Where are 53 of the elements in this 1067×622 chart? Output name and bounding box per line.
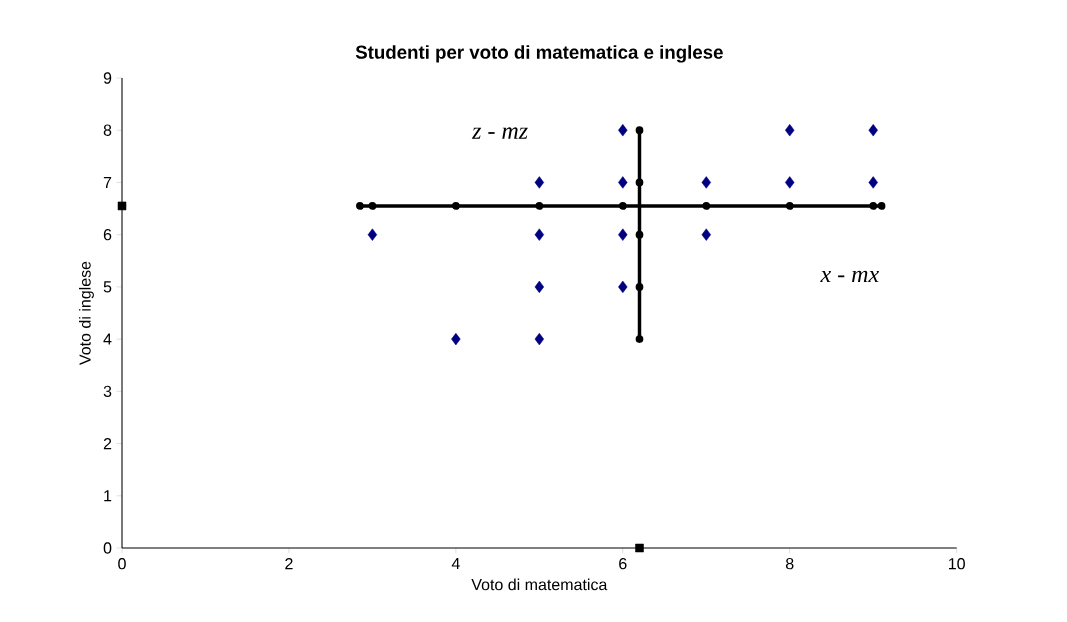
point bbox=[356, 202, 364, 210]
x-tick-label: 4 bbox=[451, 558, 460, 570]
point bbox=[451, 332, 461, 346]
point bbox=[785, 124, 795, 137]
point bbox=[117, 201, 127, 211]
point bbox=[618, 228, 628, 241]
point bbox=[618, 280, 628, 294]
point bbox=[534, 228, 545, 241]
point bbox=[701, 228, 711, 241]
point bbox=[701, 176, 711, 189]
y-tick-label: 6 bbox=[103, 229, 112, 241]
x-tick-label: 0 bbox=[118, 558, 126, 570]
point bbox=[618, 124, 628, 137]
x-tick-label: 8 bbox=[785, 558, 794, 570]
point bbox=[635, 283, 644, 291]
point bbox=[535, 202, 544, 210]
y-tick-label: 0 bbox=[103, 542, 112, 554]
x-axis-title: Voto di matematica bbox=[471, 578, 608, 591]
point bbox=[868, 124, 878, 137]
x-tick-label: 10 bbox=[948, 558, 965, 570]
point bbox=[635, 543, 644, 553]
point bbox=[618, 176, 628, 189]
point bbox=[702, 202, 711, 210]
x-tick-label: 6 bbox=[619, 558, 627, 570]
point bbox=[534, 332, 545, 346]
y-tick-label: 9 bbox=[103, 72, 112, 84]
point bbox=[534, 176, 545, 189]
point bbox=[877, 202, 886, 210]
point bbox=[635, 230, 644, 239]
y-tick-label: 8 bbox=[103, 124, 112, 136]
point bbox=[618, 202, 627, 210]
point bbox=[534, 280, 545, 294]
y-tick-label: 1 bbox=[104, 490, 112, 502]
y-tick-label: 4 bbox=[103, 333, 112, 345]
point bbox=[785, 202, 794, 210]
point bbox=[635, 126, 644, 135]
point bbox=[367, 228, 378, 241]
point bbox=[869, 202, 878, 210]
point bbox=[452, 202, 460, 210]
annotation: z - mz bbox=[471, 127, 528, 139]
point bbox=[785, 176, 795, 189]
chart-title: Studenti per voto di matematica e inglese bbox=[355, 45, 723, 63]
annotation: x - mx bbox=[820, 270, 879, 282]
point bbox=[368, 202, 377, 210]
y-tick-label: 5 bbox=[103, 281, 112, 293]
y-tick-label: 2 bbox=[103, 437, 112, 450]
y-tick-label: 7 bbox=[103, 176, 112, 188]
point bbox=[635, 335, 644, 343]
y-axis-title: Voto di inglese bbox=[79, 261, 94, 365]
y-tick-label: 3 bbox=[103, 385, 112, 397]
x-tick-label: 2 bbox=[285, 558, 293, 570]
point bbox=[635, 178, 644, 187]
point bbox=[868, 176, 878, 189]
